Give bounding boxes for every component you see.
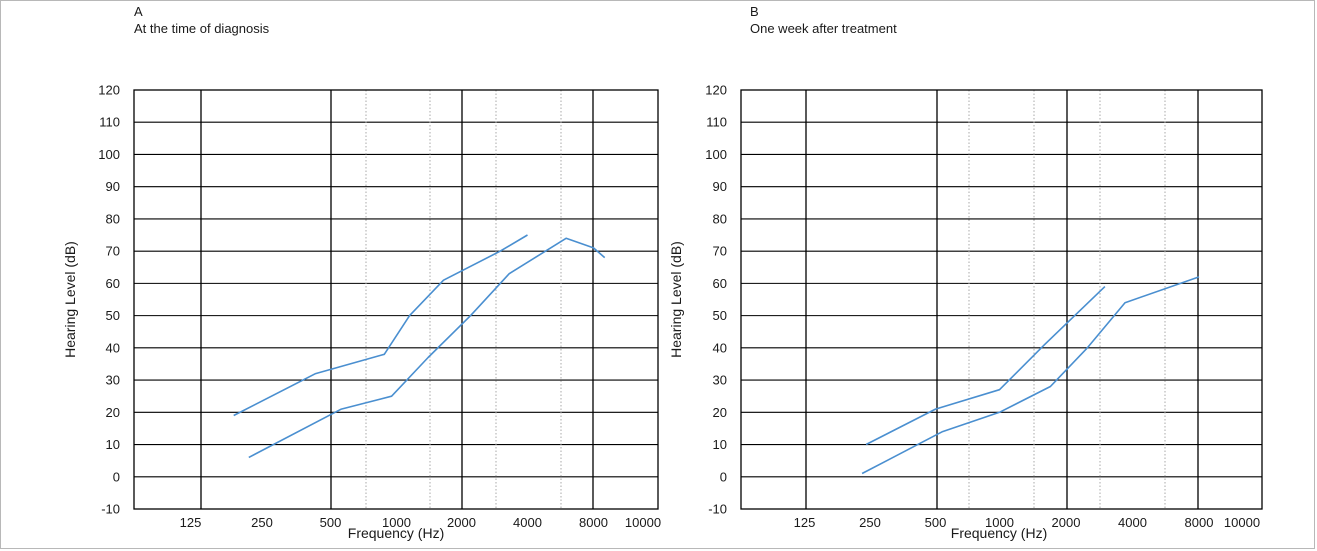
y-tick-label: 110 — [706, 115, 727, 130]
series-line-1 — [233, 234, 528, 417]
x-tick-label: 10000 — [1224, 515, 1260, 530]
y-tick-label: 30 — [106, 373, 120, 388]
series-line-1 — [865, 286, 1106, 446]
x-tick-label: 250 — [251, 515, 273, 530]
x-tick-label: 2000 — [447, 515, 476, 530]
y-tick-label: 120 — [705, 83, 727, 98]
x-axis-title: Frequency (Hz) — [951, 525, 1047, 541]
y-tick-label: 70 — [713, 244, 727, 259]
y-tick-label: 20 — [713, 405, 727, 420]
x-tick-label: 8000 — [579, 515, 608, 530]
y-tick-label: 20 — [106, 405, 120, 420]
y-tick-label: -10 — [101, 502, 120, 517]
y-tick-label: 90 — [713, 179, 727, 194]
y-tick-label: -10 — [708, 502, 727, 517]
y-tick-label: 100 — [705, 147, 727, 162]
y-tick-label: 50 — [106, 308, 120, 323]
plot-area-border — [133, 89, 659, 510]
y-tick-label: 70 — [106, 244, 120, 259]
y-axis-title: Hearing Level (dB) — [62, 241, 78, 358]
panel-b-letter: B — [750, 4, 759, 19]
panel-b-title: One week after treatment — [750, 21, 897, 36]
y-tick-label: 50 — [713, 308, 727, 323]
y-tick-label: 40 — [106, 340, 120, 355]
y-tick-label: 120 — [98, 83, 120, 98]
y-tick-label: 90 — [106, 179, 120, 194]
y-tick-label: 80 — [106, 211, 120, 226]
series-line-2 — [861, 276, 1200, 475]
x-tick-label: 500 — [925, 515, 947, 530]
y-tick-label: 0 — [113, 469, 120, 484]
series-line-2 — [248, 237, 606, 459]
y-tick-label: 80 — [713, 211, 727, 226]
y-tick-label: 60 — [713, 276, 727, 291]
x-tick-label: 125 — [180, 515, 202, 530]
plot-area-border — [740, 89, 1263, 510]
x-tick-label: 4000 — [513, 515, 542, 530]
x-tick-label: 125 — [794, 515, 816, 530]
panel-a-letter: A — [134, 4, 143, 19]
y-axis-title: Hearing Level (dB) — [668, 241, 684, 358]
y-tick-label: 60 — [106, 276, 120, 291]
x-tick-label: 10000 — [625, 515, 661, 530]
y-tick-label: 110 — [99, 115, 120, 130]
x-tick-label: 4000 — [1118, 515, 1147, 530]
x-tick-label: 1000 — [985, 515, 1014, 530]
y-tick-label: 100 — [98, 147, 120, 162]
panel-a-title: At the time of diagnosis — [134, 21, 270, 36]
x-tick-label: 2000 — [1052, 515, 1081, 530]
x-tick-label: 250 — [859, 515, 881, 530]
y-tick-label: 30 — [713, 373, 727, 388]
x-tick-label: 1000 — [382, 515, 411, 530]
y-tick-label: 40 — [713, 340, 727, 355]
x-tick-label: 500 — [320, 515, 342, 530]
y-tick-label: 10 — [106, 437, 120, 452]
y-tick-label: 10 — [713, 437, 727, 452]
y-tick-label: 0 — [720, 469, 727, 484]
x-tick-label: 8000 — [1185, 515, 1214, 530]
x-axis-title: Frequency (Hz) — [348, 525, 444, 541]
